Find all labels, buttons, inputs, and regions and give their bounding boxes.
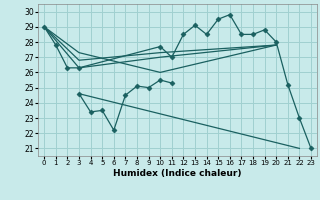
X-axis label: Humidex (Indice chaleur): Humidex (Indice chaleur) (113, 169, 242, 178)
